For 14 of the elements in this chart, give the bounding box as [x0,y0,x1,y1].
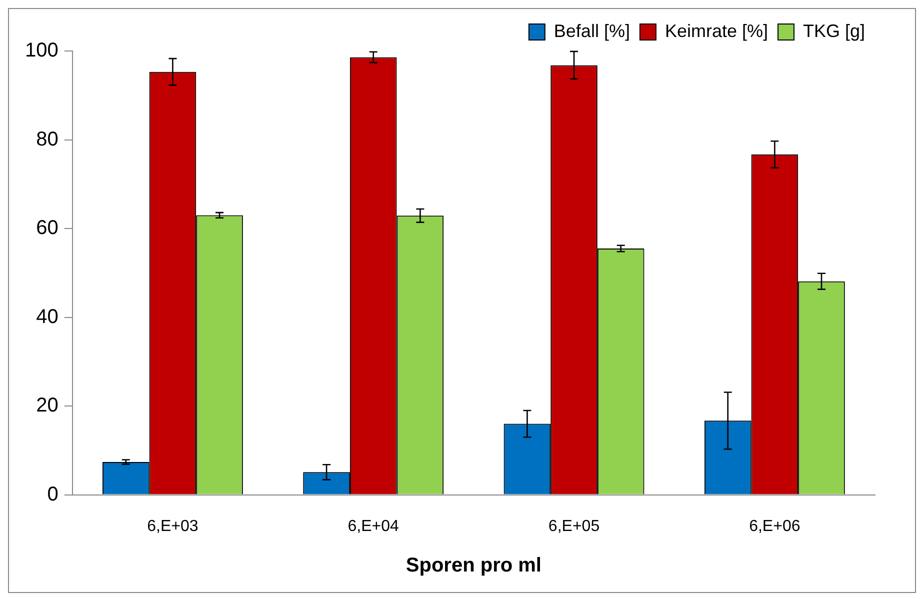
y-tick-label: 40 [36,306,58,328]
x-tick-label: 6,E+04 [348,518,400,535]
x-tick-label: 6,E+03 [147,518,198,535]
legend-label: Keimrate [%] [664,20,768,41]
legend-label: TKG [g] [802,20,865,41]
y-tick-label: 80 [36,128,58,150]
x-tick-label: 6,E+06 [749,518,800,535]
legend-label: Befall [%] [554,20,630,41]
x-tick-label: 6,E+05 [548,518,600,535]
y-tick-label: 20 [36,394,58,417]
x-axis-title: Sporen pro ml [406,554,542,577]
y-tick-label: 0 [47,483,58,506]
y-tick-label: 100 [24,40,58,62]
y-tick-label: 60 [36,217,58,240]
